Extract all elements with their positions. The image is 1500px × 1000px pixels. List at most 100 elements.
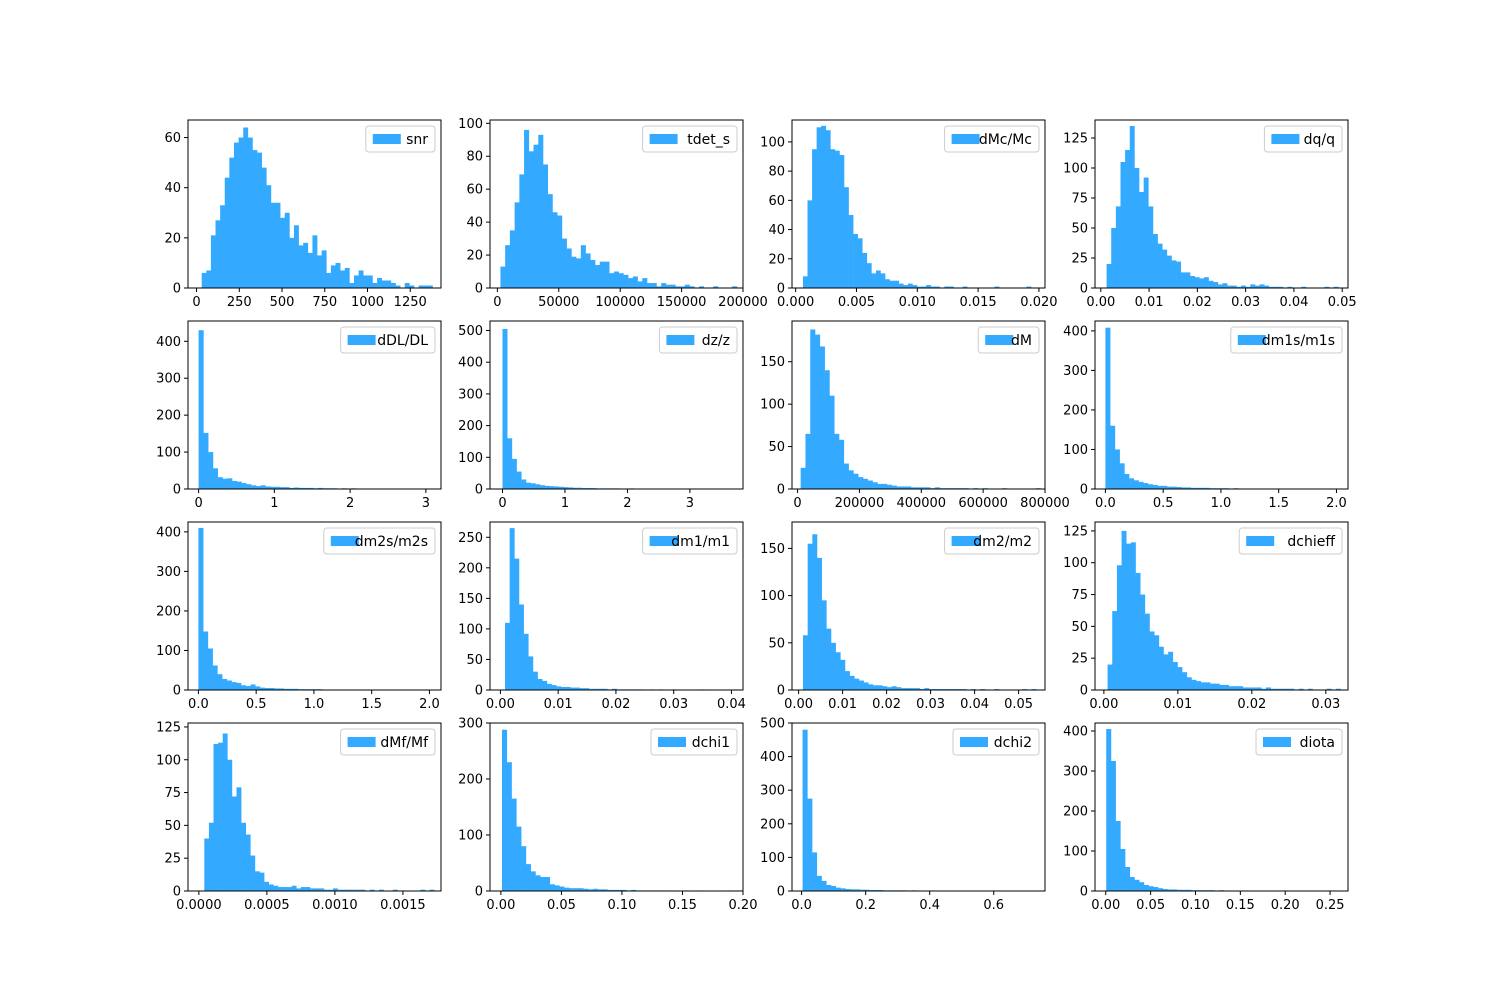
legend-box	[340, 326, 436, 354]
histogram-bar	[810, 329, 816, 489]
y-tick-label: 300	[156, 372, 181, 387]
histogram-bar	[506, 762, 512, 891]
histogram-bar	[840, 659, 846, 690]
histogram-bar	[1245, 286, 1251, 288]
histogram-bar	[994, 286, 1000, 288]
histogram-bar	[896, 486, 902, 489]
histogram-bar	[1261, 688, 1267, 690]
histogram-bar	[201, 272, 207, 288]
histogram-panel-2: 0 50000 100000 150000 200000 0 20 40 60 80 100 tdet…	[458, 117, 768, 310]
histogram-bar	[886, 687, 892, 690]
histogram-bar	[203, 432, 209, 489]
y-tick-label: 50	[1071, 222, 1088, 237]
legend-box	[658, 326, 738, 354]
histogram-bar	[1268, 286, 1274, 288]
y-tick-label: 100	[760, 851, 785, 866]
histogram-bar	[1259, 284, 1265, 288]
histogram-bar	[1208, 280, 1214, 288]
histogram-bar	[1219, 684, 1225, 690]
histogram-bar	[554, 885, 560, 891]
histogram-bar	[1236, 286, 1242, 288]
histogram-bar	[360, 889, 366, 891]
y-tick-label: 20	[768, 252, 785, 267]
axes-frame	[791, 521, 1046, 691]
x-tick-label: 0.10	[607, 898, 636, 913]
y-tick-label: 25	[164, 852, 181, 867]
histogram-bar	[1278, 286, 1284, 288]
y-tick-label: 200	[156, 604, 181, 619]
histogram-bar	[1129, 478, 1135, 489]
histogram-bar	[395, 285, 401, 288]
histogram-bar	[330, 265, 336, 288]
histogram-bar	[1200, 487, 1206, 489]
y-tick-label: 100	[156, 753, 181, 768]
histogram-bar	[243, 127, 249, 289]
x-tick-label: 150000	[657, 295, 707, 310]
histogram-bar	[607, 889, 613, 891]
histogram-bar	[505, 622, 510, 690]
x-tick-label: 0.0010	[312, 898, 358, 913]
histogram-bar	[577, 487, 583, 489]
legend-box	[1255, 728, 1343, 756]
axes-frame	[1094, 119, 1349, 289]
histogram-bar	[1152, 485, 1158, 489]
histogram-bar	[891, 485, 897, 489]
y-tick-label: 100	[760, 398, 785, 413]
histogram-bar	[1139, 192, 1144, 288]
x-tick-label: 0.02	[601, 697, 630, 712]
y-tick-label: 0	[777, 684, 785, 699]
histogram-bar	[206, 270, 212, 288]
histogram-panel-13: 0.0000 0.0005 0.0010 0.0015 0 25 50 75 100 125 dMf…	[156, 720, 442, 913]
histogram-bar	[830, 642, 836, 690]
histogram-bar	[559, 886, 565, 891]
histogram-panel-7: 0 200000 400000 600000 800000 0 50 100 150 dM	[760, 320, 1070, 511]
y-tick-label: 40	[768, 223, 785, 238]
x-tick-label: 3	[422, 496, 430, 511]
histogram-bar	[386, 280, 392, 288]
histogram-bar	[1134, 879, 1140, 891]
histogram-bar	[812, 534, 818, 690]
histogram-bar	[914, 688, 920, 690]
histogram-bar	[321, 250, 327, 288]
histogram-bar	[1287, 286, 1293, 288]
histogram-bar	[609, 273, 615, 288]
histogram-bar	[816, 127, 822, 288]
x-tick-label: 0.4	[919, 898, 940, 913]
histogram-panel-4: 0.00 0.01 0.02 0.03 0.04 0.05 0 25 50 75 100 125 dq/…	[1063, 119, 1357, 310]
x-tick-label: 0.0000	[176, 898, 222, 913]
histogram-bar	[224, 177, 230, 288]
y-tick-label: 20	[164, 231, 181, 246]
histogram-bar	[247, 137, 253, 288]
histogram-bar	[241, 685, 247, 690]
histogram-bar	[273, 885, 279, 891]
x-tick-label: 0.03	[916, 697, 945, 712]
histogram-bar	[1298, 688, 1304, 690]
histogram-bar	[557, 215, 563, 288]
histogram-bar	[279, 487, 285, 489]
histogram-bar	[839, 439, 845, 489]
histogram-bar	[282, 887, 288, 891]
x-tick-label: 0.0015	[380, 898, 426, 913]
y-tick-label: 125	[156, 720, 181, 735]
histogram-bar	[300, 887, 306, 891]
histogram-bar	[1307, 688, 1313, 690]
legend-label: dm1s/m1s	[1262, 333, 1335, 349]
legend-swatch	[649, 536, 678, 546]
legend-label: dm2/m2	[973, 534, 1032, 550]
x-tick-label: 0.25	[1316, 898, 1345, 913]
y-tick-label: 100	[458, 451, 483, 466]
histogram-bar	[1186, 677, 1192, 690]
histogram-bar	[305, 887, 311, 891]
histogram-bar	[523, 633, 529, 690]
histogram-bar	[935, 286, 941, 288]
histogram-bar	[1110, 425, 1116, 489]
histogram-bar	[367, 275, 373, 288]
x-tick-label: 0	[192, 295, 200, 310]
histogram-bar	[516, 471, 522, 489]
histogram-bar	[571, 256, 577, 288]
x-tick-label: 0.00	[784, 697, 813, 712]
histogram-bar	[1238, 686, 1244, 690]
y-tick-label: 300	[458, 387, 483, 402]
histogram-bar	[1324, 286, 1330, 288]
histogram-bar	[592, 888, 598, 891]
